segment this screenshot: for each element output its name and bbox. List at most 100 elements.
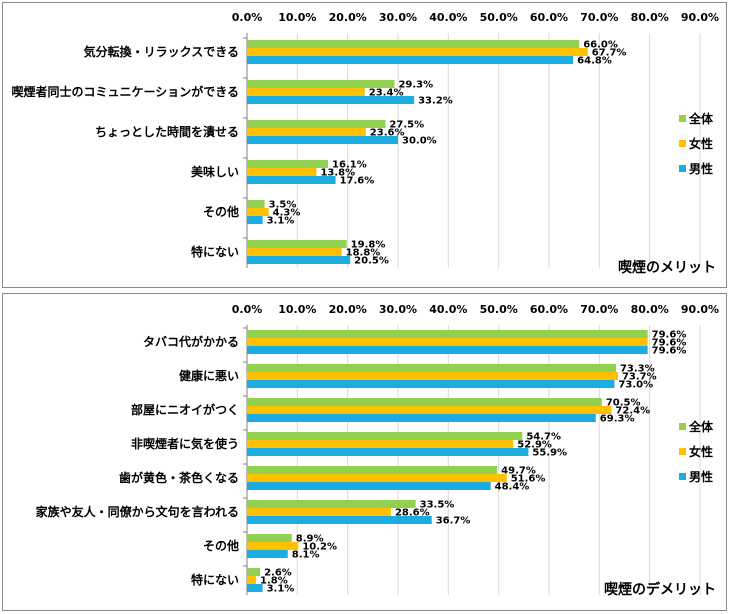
demerit-value-label: 52.9% <box>517 440 552 451</box>
merit-tick-label: 0.0% <box>232 11 263 24</box>
demerit-tick-label: 70.0% <box>580 303 618 316</box>
merit-tick-label: 40.0% <box>429 11 467 24</box>
demerit-chart-caption: 喫煙のデメリット <box>604 581 716 598</box>
legend-label-male: 男性 <box>689 161 713 176</box>
demerit-value-label: 72.4% <box>615 406 650 417</box>
merit-value-label: 27.5% <box>389 120 424 131</box>
merit-bar-female <box>247 248 342 256</box>
merit-bar-female <box>247 208 269 216</box>
demerit-bar-male <box>247 516 432 524</box>
demerit-value-label: 36.7% <box>436 516 471 527</box>
demerit-bar-female <box>247 474 507 482</box>
merit-value-label: 19.8% <box>351 240 386 251</box>
demerit-value-label: 73.0% <box>618 380 653 391</box>
demerit-bar-female <box>247 508 391 516</box>
merit-bar-all <box>247 120 386 128</box>
merit-value-label: 23.6% <box>370 128 405 139</box>
demerit-value-label: 33.5% <box>420 500 455 511</box>
demerit-category-label: タバコ代がかかる <box>143 334 239 349</box>
legend-swatch-female <box>679 448 686 455</box>
demerit-value-label: 8.1% <box>292 550 320 561</box>
legend-swatch-all <box>679 423 686 430</box>
demerit-category-label: 部屋にニオイがつく <box>131 402 239 417</box>
merit-bar-all <box>247 40 580 48</box>
legend-label-all: 全体 <box>688 111 714 126</box>
merit-bar-female <box>247 168 317 176</box>
merit-bar-male <box>247 136 398 144</box>
merit-value-label: 30.0% <box>402 136 437 147</box>
demerit-value-label: 51.6% <box>511 474 546 485</box>
merit-tick-label: 10.0% <box>278 11 316 24</box>
demerit-bar-male <box>247 414 596 422</box>
merit-value-label: 66.0% <box>583 40 618 51</box>
merit-value-label: 3.1% <box>267 216 295 227</box>
merit-category-label: その他 <box>203 204 239 219</box>
demerit-value-label: 54.7% <box>526 432 561 443</box>
demerit-value-label: 79.6% <box>652 346 687 357</box>
demerit-tick-label: 0.0% <box>232 303 263 316</box>
demerit-bar-female <box>247 576 257 584</box>
demerit-bar-male <box>247 550 288 558</box>
merit-tick-label: 80.0% <box>631 11 669 24</box>
demerit-category-label: 歯が黄色・茶色くなる <box>119 470 239 485</box>
demerit-tick-label: 90.0% <box>681 303 719 316</box>
legend-swatch-male <box>679 165 686 172</box>
merit-bar-male <box>247 216 263 224</box>
demerit-bar-female <box>247 542 299 550</box>
demerit-value-label: 55.9% <box>532 448 567 459</box>
demerit-bar-all <box>247 568 261 576</box>
merit-tick-label: 50.0% <box>480 11 518 24</box>
merit-bar-female <box>247 88 365 96</box>
demerit-tick-label: 40.0% <box>429 303 467 316</box>
merit-value-label: 29.3% <box>398 80 433 91</box>
merit-category-label: ちょっとした時間を潰せる <box>95 124 239 139</box>
demerit-bar-all <box>247 466 498 474</box>
demerit-tick-label: 30.0% <box>379 303 417 316</box>
merit-tick-label: 90.0% <box>681 11 719 24</box>
legend-swatch-male <box>679 473 686 480</box>
demerit-category-label: その他 <box>203 538 239 553</box>
demerit-value-label: 28.6% <box>395 508 430 519</box>
demerit-tick-label: 10.0% <box>278 303 316 316</box>
demerit-value-label: 49.7% <box>501 466 536 477</box>
merit-bar-all <box>247 160 329 168</box>
merit-value-label: 64.8% <box>577 56 612 67</box>
merit-value-label: 18.8% <box>346 248 381 259</box>
demerit-bar-female <box>247 338 648 346</box>
demerit-value-label: 1.8% <box>260 576 288 587</box>
demerit-value-label: 69.3% <box>600 414 635 425</box>
demerit-bar-male <box>247 482 491 490</box>
demerit-value-label: 8.9% <box>296 534 324 545</box>
merit-bar-all <box>247 80 395 88</box>
demerit-tick-label: 60.0% <box>530 303 568 316</box>
demerit-bar-all <box>247 534 292 542</box>
merit-tick-label: 70.0% <box>580 11 618 24</box>
demerit-bar-male <box>247 584 263 592</box>
merit-tick-label: 60.0% <box>530 11 568 24</box>
merit-value-label: 20.5% <box>354 256 389 267</box>
demerit-bar-female <box>247 440 514 448</box>
merit-value-label: 13.8% <box>320 168 355 179</box>
demerit-chart: 0.0% 10.0% 20.0% 30.0% 40.0% 50.0% 60.0% 70.0% 8… <box>36 303 719 598</box>
merit-bar-all <box>247 240 347 248</box>
legend-label-female: 女性 <box>689 136 713 151</box>
legend-swatch-all <box>679 115 686 122</box>
merit-category-label: 喫煙者同士のコミュニケーションができる <box>11 84 239 99</box>
merit-value-label: 16.1% <box>332 160 367 171</box>
merit-chart-panel: 0.0% 10.0% 20.0% 30.0% 40.0% 50.0% 60.0% 70.0% 8… <box>2 2 727 288</box>
merit-category-label: 気分転換・リラックスできる <box>84 44 239 59</box>
demerit-value-label: 10.2% <box>302 542 337 553</box>
demerit-category-label: 家族や友人・同僚から文句を言われる <box>36 504 239 519</box>
demerit-value-label: 3.1% <box>267 584 295 595</box>
merit-chart: 0.0% 10.0% 20.0% 30.0% 40.0% 50.0% 60.0% 70.0% 8… <box>11 11 719 276</box>
demerit-value-label: 79.6% <box>652 338 687 349</box>
demerit-value-label: 73.3% <box>620 364 655 375</box>
legend-label-all: 全体 <box>688 419 714 434</box>
demerit-value-label: 2.6% <box>264 568 292 579</box>
demerit-tick-label: 20.0% <box>329 303 367 316</box>
merit-category-label: 特にない <box>191 244 239 259</box>
demerit-bar-all <box>247 364 616 372</box>
demerit-category-label: 健康に悪い <box>179 368 239 383</box>
demerit-tick-label: 50.0% <box>480 303 518 316</box>
merit-value-label: 23.4% <box>369 88 404 99</box>
